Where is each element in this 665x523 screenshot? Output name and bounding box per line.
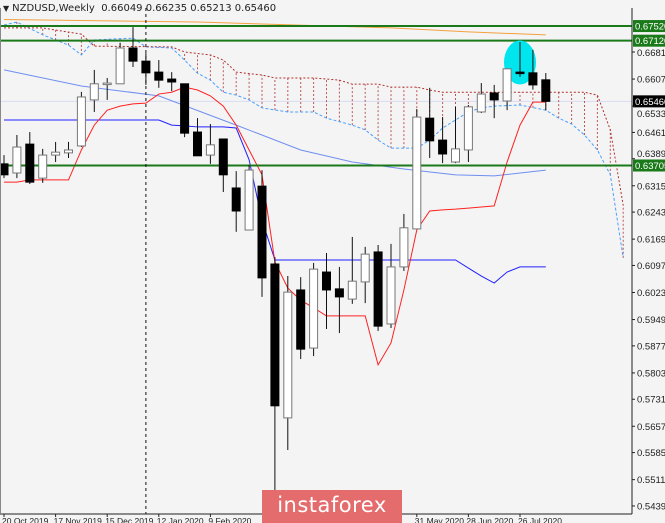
- bearish-candle: [231, 187, 241, 212]
- bearish-candle: [154, 71, 164, 81]
- bearish-candle: [334, 288, 344, 298]
- dropdown-triangle-icon[interactable]: ▼: [3, 4, 10, 13]
- bullish-candle: [412, 116, 422, 230]
- bullish-candle: [76, 96, 86, 147]
- bullish-candle: [89, 83, 99, 101]
- level-price-tag-box: [633, 20, 665, 33]
- bearish-candle: [180, 83, 190, 134]
- bullish-candle: [476, 93, 486, 113]
- bearish-candle: [541, 79, 551, 102]
- bullish-candle: [102, 82, 112, 86]
- bearish-candle: [322, 271, 331, 291]
- bullish-candle: [51, 151, 61, 156]
- moving-average-line: [3, 69, 546, 177]
- bearish-candle: [193, 131, 202, 157]
- bullish-candle: [386, 266, 396, 325]
- bearish-candle: [128, 47, 138, 62]
- x-tick-label: 28 Jun 2020: [466, 516, 513, 523]
- bullish-candle: [399, 227, 409, 268]
- instaforex-watermark: instaforex: [262, 490, 402, 523]
- bullish-candle: [347, 280, 357, 300]
- bearish-candle: [270, 263, 280, 407]
- bullish-candle: [64, 149, 73, 154]
- bearish-candle: [373, 251, 383, 327]
- bullish-candle: [360, 253, 370, 283]
- bearish-candle: [167, 78, 177, 83]
- bullish-candle: [244, 169, 254, 231]
- bullish-candle: [283, 291, 293, 419]
- bearish-candle: [25, 143, 35, 183]
- bearish-candle: [425, 117, 435, 142]
- bearish-candle: [218, 138, 228, 176]
- chart-title: ▼ NZDUSD,Weekly 0.66049 0.66235 0.65213 0…: [3, 3, 276, 14]
- bearish-candle: [296, 289, 306, 350]
- x-tick-label: 12 Jan 2020: [157, 516, 204, 523]
- x-tick-label: 9 Feb 2020: [208, 516, 251, 523]
- bullish-candle: [463, 106, 473, 151]
- senkou-span-b-line: [4, 27, 624, 206]
- bullish-candle: [205, 144, 215, 156]
- bearish-candle: [515, 71, 525, 75]
- y-tick-label: 0.54390: [637, 501, 665, 512]
- bearish-candle: [141, 60, 151, 74]
- bullish-candle: [38, 154, 48, 179]
- bullish-candle: [115, 47, 125, 85]
- bearish-candle: [257, 185, 267, 279]
- moving-average-orange-line: [3, 18, 546, 36]
- bullish-candle: [309, 268, 319, 349]
- x-tick-label: 17 Nov 2019: [54, 516, 102, 523]
- bearish-candle: [438, 139, 448, 155]
- x-tick-label: 31 May 2020: [415, 516, 464, 523]
- senkou-span-a-line: [3, 21, 624, 258]
- bearish-candle: [0, 163, 9, 176]
- current-price-tag-box: [633, 95, 665, 108]
- x-tick-label: 15 Dec 2019: [105, 516, 153, 523]
- bullish-candle: [451, 148, 460, 163]
- level-price-tag-box: [633, 159, 665, 172]
- bullish-candle: [502, 68, 512, 102]
- bearish-candle: [489, 92, 499, 101]
- current-price-tag-label: 0.65460: [635, 97, 665, 108]
- level-price-tag-label: 0.63705: [635, 161, 665, 172]
- x-tick-label: 20 Oct 2019: [2, 516, 49, 523]
- level-price-tag-box: [633, 34, 665, 47]
- symbol-label: NZDUSD,Weekly: [12, 3, 95, 14]
- bearish-candle: [528, 72, 538, 86]
- ohlc-readout: 0.66049 0.66235 0.65213 0.65460: [101, 3, 277, 14]
- bullish-candle: [12, 146, 22, 174]
- x-tick-label: 26 Jul 2020: [518, 516, 562, 523]
- plot-area: [0, 8, 632, 514]
